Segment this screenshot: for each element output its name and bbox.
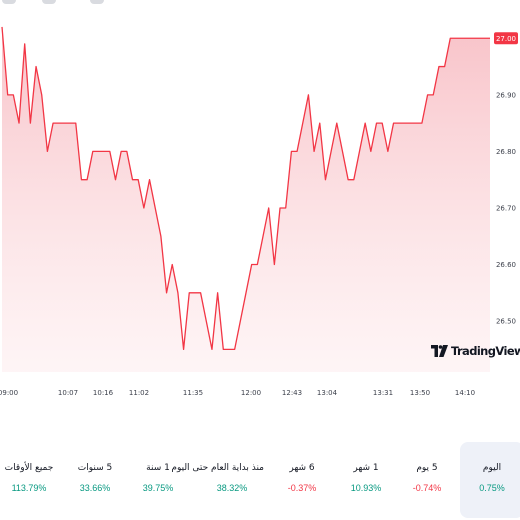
toolbar-button[interactable] [2, 0, 16, 4]
toolbar-button[interactable] [42, 0, 56, 4]
period-change-value: 39.75% [142, 483, 174, 493]
period-change-value: 38.32% [216, 483, 248, 493]
last-price-label: 27.00 [496, 35, 516, 43]
toolbar-button[interactable] [90, 0, 104, 4]
period-label: 5 يوم [416, 463, 438, 473]
x-tick-label: 13:50 [410, 389, 430, 397]
period-tab[interactable]: 5 يوم 0.74%- [395, 442, 459, 518]
period-label: 6 شهر [289, 463, 315, 473]
period-change-value: 0.37%- [287, 483, 317, 493]
period-change-value: 33.66% [79, 483, 111, 493]
price-area-fill [2, 26, 490, 372]
y-tick-label: 26.60 [496, 261, 516, 269]
y-tick-label: 26.50 [496, 318, 516, 326]
period-label: 1 سنة [146, 463, 170, 473]
y-tick-label: 26.90 [496, 91, 516, 99]
period-change-value: 113.79% [11, 483, 47, 493]
last-price-tag [494, 32, 518, 45]
period-change-value: 0.75% [479, 483, 505, 493]
period-label: 1 شهر [353, 463, 379, 473]
tradingview-watermark[interactable]: TradingView [431, 343, 520, 359]
x-tick-label: 12:43 [282, 389, 302, 397]
performance-periods: اليوم 0.75% 5 يوم 0.74%- 1 شهر 10.93% 6 شهر 0.3… [0, 440, 520, 520]
x-tick-label: 13:31 [373, 389, 393, 397]
x-tick-label: 11:35 [183, 389, 203, 397]
x-tick-label: 10:16 [93, 389, 114, 397]
top-toolbar-stub [0, 0, 110, 4]
y-tick-label: 26.70 [496, 204, 516, 212]
x-tick-label: 09:00 [0, 389, 18, 397]
period-tab[interactable]: اليوم 0.75% [460, 442, 520, 518]
period-change-value: 0.74%- [412, 483, 442, 493]
tradingview-logo-icon [431, 345, 448, 357]
x-tick-label: 11:02 [129, 389, 149, 397]
x-tick-label: 14:10 [455, 389, 475, 397]
period-label: منذ بداية العام حتى اليوم [171, 463, 264, 473]
period-label: 5 سنوات [77, 463, 113, 473]
period-tab[interactable]: 6 شهر 0.37%- [270, 442, 334, 518]
x-tick-label: 13:04 [317, 389, 338, 397]
period-tab[interactable]: 5 سنوات 33.66% [63, 442, 127, 518]
y-tick-label: 26.80 [496, 148, 516, 156]
period-change-value: 10.93% [350, 483, 382, 493]
period-tab[interactable]: جميع الأوقات 113.79% [0, 442, 61, 518]
x-tick-label: 10:07 [58, 389, 78, 397]
period-tab[interactable]: 1 سنة 39.75% [126, 442, 190, 518]
price-chart[interactable]: 09:00 10:07 10:16 11:02 11:35 12:00 12:43 13:04… [0, 0, 520, 400]
chart-svg: 09:00 10:07 10:16 11:02 11:35 12:00 12:43 13:04… [0, 26, 518, 397]
tradingview-wordmark: TradingView [451, 344, 520, 358]
period-label: اليوم [482, 463, 502, 473]
period-label: جميع الأوقات [4, 463, 54, 473]
period-tab[interactable]: 1 شهر 10.93% [334, 442, 398, 518]
x-tick-label: 12:00 [241, 389, 261, 397]
period-tab[interactable]: منذ بداية العام حتى اليوم 38.32% [171, 442, 264, 518]
